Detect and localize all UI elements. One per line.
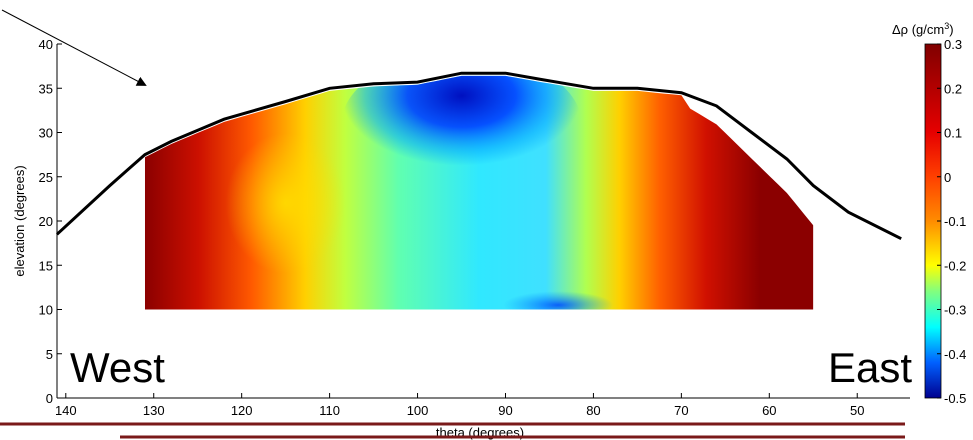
x-ticks: 140 130 120 110 100 90 80 70 60 50 [55, 393, 864, 418]
x-tick-label: 120 [231, 403, 253, 418]
y-tick-label: 25 [39, 170, 53, 185]
y-tick-label: 35 [39, 81, 53, 96]
y-tick-label: 15 [39, 258, 53, 273]
x-tick-label: 110 [319, 403, 340, 418]
colorbar: Δρ (g/cm3) 0.3 0.2 0.1 0 -0.1 -0.2 -0.3 -0.4 -0.… [892, 21, 966, 406]
x-tick-label: 70 [674, 403, 688, 418]
y-tick-label: 10 [39, 303, 53, 318]
colorbar-tick-label: -0.2 [944, 258, 966, 273]
density-map [144, 75, 814, 310]
colorbar-tick-label: 0.2 [944, 81, 962, 96]
y-tick-label: 5 [46, 347, 53, 362]
y-axis-label: elevation (degrees) [12, 165, 27, 276]
colorbar-tick-label: -0.5 [944, 391, 966, 406]
west-label: West [70, 344, 165, 391]
y-ticks: 0 5 10 15 20 25 30 35 40 [39, 37, 62, 406]
colorbar-tick-label: 0 [944, 170, 951, 185]
low-density-bottom-region [503, 291, 614, 310]
y-tick-label: 20 [39, 214, 53, 229]
x-tick-label: 50 [850, 403, 864, 418]
x-tick-label: 60 [762, 403, 776, 418]
low-density-top-region [341, 75, 582, 194]
x-tick-label: 100 [407, 403, 429, 418]
x-tick-label: 130 [143, 403, 165, 418]
annotation-arrow [1, 9, 147, 86]
colorbar-title-sup: 3 [944, 21, 949, 31]
colorbar-tick-label: -0.1 [944, 214, 966, 229]
y-tick-label: 40 [39, 37, 53, 52]
x-tick-label: 90 [498, 403, 512, 418]
y-tick-label: 0 [46, 391, 53, 406]
colorbar-title: Δρ (g/cm3) [892, 21, 954, 37]
colorbar-tick-label: 0.1 [944, 126, 962, 141]
y-tick-label: 30 [39, 126, 53, 141]
colorbar-tick-label: -0.3 [944, 303, 966, 318]
x-tick-label: 80 [586, 403, 600, 418]
east-label: East [828, 344, 912, 391]
x-tick-label: 140 [55, 403, 77, 418]
colorbar-tick-label: -0.4 [944, 347, 966, 362]
colorbar-ticks: 0.3 0.2 0.1 0 -0.1 -0.2 -0.3 -0.4 -0.5 [937, 37, 966, 406]
colorbar-tick-label: 0.3 [944, 37, 962, 52]
mountain-profile-line [55, 71, 902, 241]
mid-density-region-left [225, 133, 346, 274]
